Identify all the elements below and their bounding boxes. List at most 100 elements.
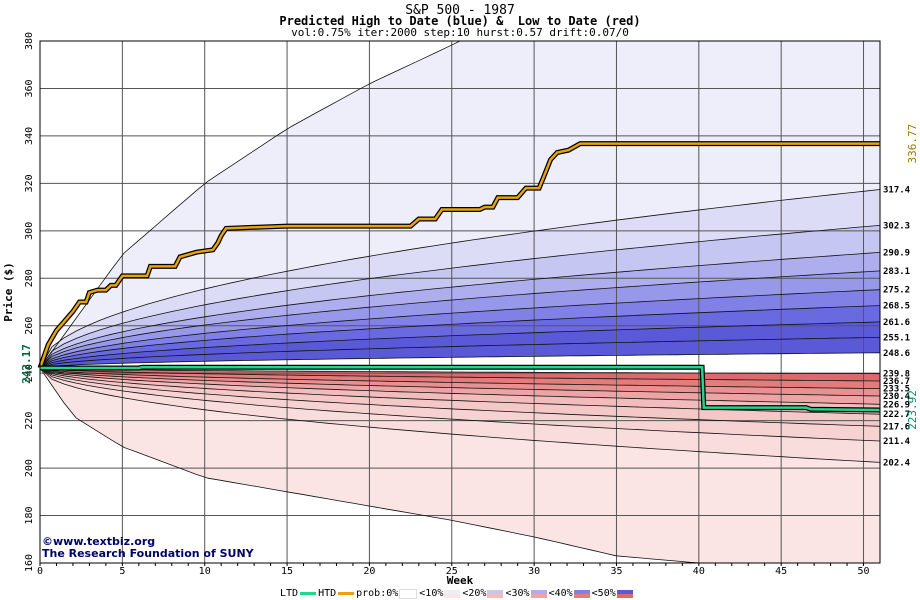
y-tick-label: 300 [24,222,35,240]
legend-ltd-swatch [300,592,317,595]
high-quantile-label: 268.5 [883,302,910,312]
low-quantile-line [39,367,881,397]
y-tick-label: 160 [24,554,35,572]
chart-title: S&P 500 - 1987 [405,3,515,18]
low-band-6 [40,368,880,441]
legend-swatch-20 [487,589,504,598]
x-tick-label: 45 [775,566,787,577]
low-quantile-label: 222.7 [883,410,910,420]
high-quantile-label: 275.2 [883,286,910,296]
y-tick-label: 240 [24,364,35,382]
low-quantile-line [39,367,881,389]
low-band-1 [40,368,880,389]
high-quantile-label: 290.9 [883,248,910,258]
credit-org: The Research Foundation of SUNY [42,547,254,560]
chart-subtitle: Predicted High to Date (blue) & Low to D… [279,14,641,28]
y-tick-label: 180 [24,507,35,525]
low-quantile-label: 239.8 [883,370,910,380]
ltd-end-label: 223.92 [906,390,919,430]
legend-p50-label: <50% [591,588,616,599]
legend-ltd-label: LTD [280,588,299,599]
x-tick-label: 30 [528,566,540,577]
htd-line [38,142,880,369]
x-tick-label: 25 [446,566,458,577]
series-lines [37,141,881,413]
y-tick-label: 280 [24,269,35,287]
legend-p20-label: <20% [462,588,487,599]
x-tick-label: 40 [693,566,705,577]
legend-prob-label: prob:0% [356,588,399,599]
low-quantile-line [39,367,881,382]
high-band-2 [40,225,880,368]
high-quantile-line [39,225,881,369]
low-quantile-line [39,367,881,375]
x-tick-label: 10 [199,566,211,577]
high-band-6 [40,305,880,368]
legend-htd-label: HTD [318,588,337,599]
low-band-8 [40,368,880,563]
low-band-3 [40,368,880,405]
low-quantile-line [39,367,881,442]
x-tick-label: 20 [363,566,375,577]
legend-swatch-30 [530,589,547,598]
high-quantile-line [39,305,881,369]
y-axis-label: Price ($) [2,262,15,322]
high-quantile-label: 302.3 [883,221,910,231]
legend-p10-label: <10% [419,588,444,599]
credit-url: ©www.textbiz.org [42,535,156,548]
low-quantile-label: 233.5 [883,385,910,395]
copyright-icon: © [42,535,53,548]
high-quantile-line [39,252,881,369]
quantile-lines [39,40,881,564]
low-quantile-line [39,367,881,405]
legend-p30-label: <30% [505,588,530,599]
low-quantile-line [39,367,881,415]
high-band-7 [40,321,880,368]
x-axis-label: Week [447,574,474,587]
high-quantile-line [39,337,881,369]
high-quantile-label: 283.1 [883,267,910,277]
y-tick-label: 320 [24,174,35,192]
x-tick-label: 5 [119,566,125,577]
low-band-5 [40,368,880,427]
y-tick-label: 200 [24,459,35,477]
simulation-params: vol:0.75% iter:2000 step:10 hurst:0.57 d… [291,26,629,39]
x-tick-label: 0 [37,566,43,577]
high-band-5 [40,289,880,368]
high-quantile-line [39,189,881,369]
legend-swatch-0 [399,588,418,599]
y-tick-label: 260 [24,317,35,335]
legend-htd-swatch [338,592,355,595]
probability-bands [40,41,880,563]
high-quantile-line [39,289,881,369]
high-band-3 [40,252,880,368]
low-band-7 [40,368,880,463]
high-band-1 [40,189,880,368]
ltd-line [40,366,881,412]
low-quantile-label: 202.4 [883,458,911,468]
start-value-label: 242.17 [20,344,33,384]
low-quantile-line [39,367,881,427]
low-band-2 [40,368,880,396]
low-quantile-label: 236.7 [883,377,910,387]
high-band-0 [40,41,880,368]
low-quantile-label: 230.4 [883,392,911,402]
high-quantile-label: 317.4 [883,186,911,196]
high-quantile-line [39,321,881,369]
y-tick-label: 380 [24,32,35,50]
legend: LTD HTD prob:0% <10% <20% <30% <40% <50% [280,587,635,600]
quantile-labels: 317.4 302.3 290.9 283.1 275.2 268.5 261.6 255.1… [883,186,911,469]
high-quantile-line [39,270,881,369]
high-quantile-label: 248.6 [883,349,910,359]
x-tick-label: 15 [281,566,293,577]
low-quantile-line [39,367,881,463]
y-tick-label: 220 [24,412,35,430]
axes: 0 5 10 15 20 25 30 35 40 45 50 160 180 200 220 240 260 28… [24,32,870,577]
htd-end-label: 336.77 [906,124,919,164]
low-quantile-label: 211.4 [883,437,911,447]
high-band-4 [40,270,880,368]
legend-swatch-10 [444,589,461,598]
low-band-4 [40,368,880,415]
legend-swatch-50 [616,589,633,598]
